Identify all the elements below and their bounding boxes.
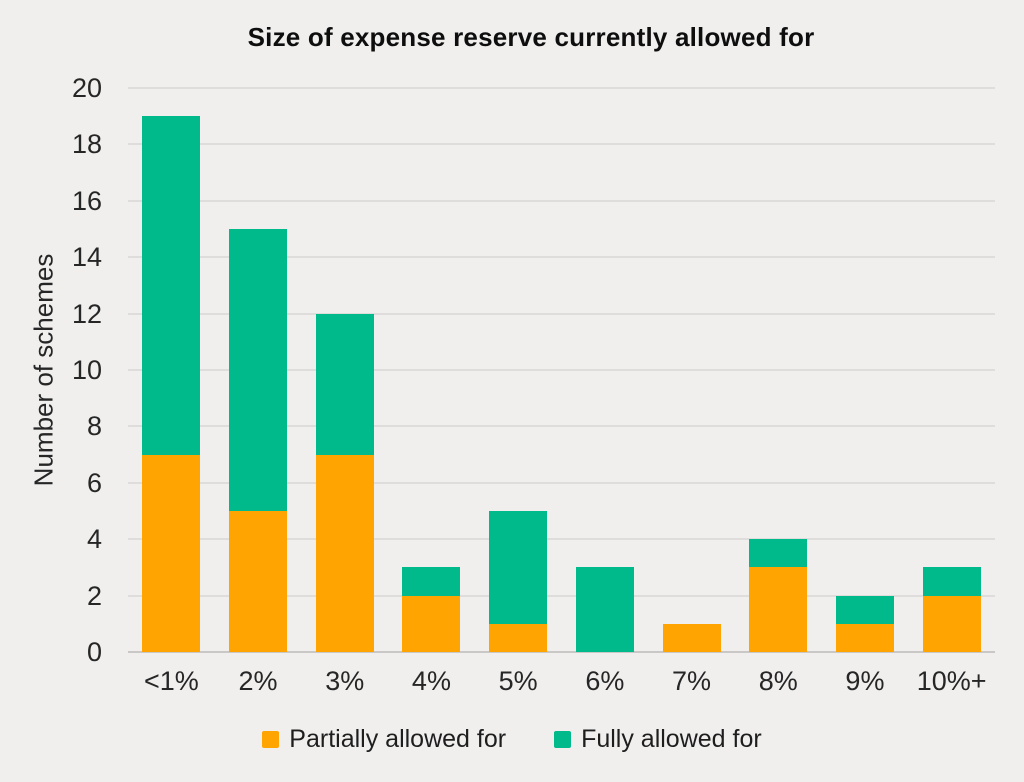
bar-segment-partially-7%: [662, 623, 721, 652]
y-axis-tick-label: 4: [86, 524, 102, 555]
gridline: [128, 256, 995, 259]
gridline: [128, 87, 995, 89]
bar-segment-fully-4%: [402, 567, 461, 596]
legend-label-partially-allowed: Partially allowed for: [289, 725, 507, 753]
x-axis-tick-label: 2%: [238, 666, 278, 696]
bar-segment-partially-<1%: [142, 454, 201, 652]
gridline: [128, 425, 995, 428]
bar-4%: [402, 567, 461, 652]
gridline: [128, 594, 995, 597]
bar-7%: [662, 623, 721, 652]
y-axis-tick-label: 20: [71, 73, 102, 103]
y-axis-tick-label: 0: [86, 637, 102, 667]
bar-segment-fully-6%: [575, 567, 634, 652]
legend-item-partially-allowed: Partially allowed for: [262, 725, 506, 754]
bar-5%: [489, 511, 548, 652]
x-axis-line: [128, 651, 995, 653]
legend-swatch-fully-allowed-icon: [554, 731, 572, 748]
plot-area: 0 2 4 6 8 10 12 14 16 18 20 <1% 2% 3% 4% 5% 6% 7% 8% 9% 10%+: [72, 73, 995, 696]
bar-segment-partially-8%: [749, 567, 808, 652]
bar-segment-fully-10%+: [922, 567, 981, 596]
x-axis-tick-label: 9%: [845, 666, 885, 696]
chart-title: Size of expense reserve currently allowe…: [247, 22, 815, 52]
legend-item-fully-allowed: Fully allowed for: [554, 725, 762, 754]
y-axis-tick-label: 2: [86, 580, 102, 611]
y-axis-tick-label: 8: [86, 411, 102, 442]
gridline: [128, 199, 995, 202]
bar-2%: [229, 229, 288, 652]
x-axis-tick-label: 10%+: [916, 666, 987, 696]
gridline: [128, 369, 995, 371]
x-axis-tick-label: 8%: [758, 666, 798, 696]
bar-6%: [575, 567, 634, 652]
bar-segment-partially-3%: [315, 454, 374, 652]
legend-swatch-partially-allowed-icon: [262, 731, 280, 748]
bar-<1%: [142, 116, 201, 652]
gridline: [128, 312, 995, 315]
bar-segment-partially-9%: [835, 623, 894, 652]
bar-10%+: [922, 567, 981, 652]
x-axis-tick-label: 6%: [585, 666, 625, 696]
gridline: [128, 143, 995, 146]
bar-9%: [835, 595, 894, 652]
bar-segment-fully-9%: [835, 595, 894, 624]
bar-3%: [315, 313, 374, 652]
bar-segment-fully-8%: [749, 539, 808, 568]
y-axis-tick-label: 14: [71, 242, 102, 273]
bar-segment-partially-10%+: [922, 595, 981, 652]
x-axis-tick-label: 5%: [498, 666, 538, 696]
gridline: [128, 481, 995, 484]
y-axis-tick-label: 6: [86, 467, 102, 498]
y-axis-tick-label: 12: [71, 298, 102, 329]
x-axis-tick-label: 7%: [672, 666, 712, 696]
x-axis-tick-label: 3%: [325, 666, 365, 696]
y-axis-tick-label: 10: [71, 355, 102, 385]
bar-segment-partially-5%: [489, 623, 548, 652]
gridline: [128, 538, 995, 541]
x-axis-tick-label: 4%: [411, 666, 451, 696]
bar-segment-partially-2%: [229, 511, 288, 652]
y-axis-tick-label: 16: [71, 185, 102, 216]
x-axis-tick-label: <1%: [143, 666, 199, 696]
bar-segment-partially-4%: [402, 595, 461, 652]
legend: Partially allowed for Fully allowed for: [0, 725, 1024, 754]
legend-label-fully-allowed: Fully allowed for: [581, 725, 762, 753]
bar-segment-fully-5%: [489, 511, 548, 624]
bar-segment-fully-<1%: [142, 116, 201, 455]
bar-8%: [749, 539, 808, 652]
bar-segment-fully-2%: [229, 229, 288, 511]
bar-segment-fully-3%: [315, 313, 374, 455]
y-axis-tick-label: 18: [71, 129, 102, 160]
